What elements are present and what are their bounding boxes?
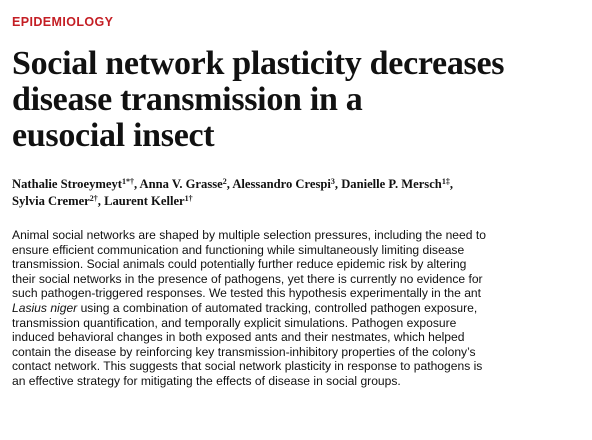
- author: Laurent Keller1†: [104, 194, 193, 208]
- author-name: Laurent Keller: [104, 194, 185, 208]
- abstract-text: Animal social networks are shaped by mul…: [12, 228, 486, 242]
- abstract-text: ensure efficient communication and funct…: [12, 242, 465, 257]
- abstract-text: using a combination of automated trackin…: [77, 300, 478, 315]
- section-label: EPIDEMIOLOGY: [12, 15, 114, 29]
- title-line: disease transmission in a: [12, 81, 363, 118]
- author: Sylvia Cremer2†,: [12, 194, 104, 208]
- author-separator: ,: [334, 177, 342, 191]
- abstract-text: such pathogen-triggered responses. We te…: [12, 286, 482, 301]
- abstract: Animal social networks are shaped by mul…: [12, 228, 580, 389]
- title-line: eusocial insect: [12, 117, 215, 154]
- abstract-line: Lasius niger using a combination of auto…: [12, 301, 580, 316]
- author-name: Danielle P. Mersch: [341, 177, 442, 191]
- abstract-text: transmission quantification, and tempora…: [12, 315, 457, 330]
- title-line: Social network plasticity decreases: [12, 45, 505, 82]
- abstract-line: their social networks in the presence of…: [12, 272, 580, 287]
- abstract-line: induced behavioral changes in both expos…: [12, 330, 580, 345]
- article-title: Social network plasticity decreases dise…: [12, 46, 572, 154]
- abstract-line: contain the disease by reinforcing key t…: [12, 345, 580, 360]
- abstract-text: contain the disease by reinforcing key t…: [12, 344, 476, 359]
- author: Anna V. Grasse2,: [140, 177, 233, 191]
- abstract-line: such pathogen-triggered responses. We te…: [12, 286, 580, 301]
- article-header: EPIDEMIOLOGY Social network plasticity d…: [12, 14, 584, 389]
- author: Nathalie Stroeymeyt1*†,: [12, 177, 140, 191]
- author-affiliation-marks: 3: [330, 177, 335, 186]
- author-affiliation-marks: 2†: [89, 194, 98, 203]
- abstract-line: contact network. This suggests that soci…: [12, 359, 580, 374]
- author-name: Sylvia Cremer: [12, 194, 90, 208]
- abstract-text: transmission. Social animals could poten…: [12, 257, 467, 272]
- author: Danielle P. Mersch1‡,: [341, 177, 453, 191]
- author-separator: ,: [97, 194, 105, 208]
- abstract-line: Animal social networks are shaped by mul…: [12, 228, 580, 243]
- abstract-line: ensure efficient communication and funct…: [12, 243, 580, 258]
- author-separator: ,: [226, 177, 233, 191]
- abstract-line: an effective strategy for mitigating the…: [12, 374, 580, 389]
- author-affiliation-marks: 1*†: [121, 177, 134, 186]
- author: Alessandro Crespi3,: [232, 177, 341, 191]
- abstract-text: induced behavioral changes in both expos…: [12, 330, 465, 345]
- author-name: Alessandro Crespi: [232, 177, 331, 191]
- abstract-line: transmission quantification, and tempora…: [12, 316, 580, 331]
- author-list: Nathalie Stroeymeyt1*†, Anna V. Grasse2,…: [12, 176, 572, 210]
- author-name: Nathalie Stroeymeyt: [12, 177, 122, 191]
- species-name: Lasius niger: [12, 300, 78, 315]
- abstract-text: contact network. This suggests that soci…: [12, 359, 483, 374]
- author-affiliation-marks: 1‡: [441, 177, 450, 186]
- author-affiliation-marks: 1†: [184, 194, 193, 203]
- author-name: Anna V. Grasse: [139, 177, 223, 191]
- abstract-line: transmission. Social animals could poten…: [12, 257, 580, 272]
- abstract-text: their social networks in the presence of…: [12, 271, 483, 286]
- author-separator: ,: [133, 177, 140, 191]
- author-affiliation-marks: 2: [222, 177, 227, 186]
- abstract-text: an effective strategy for mitigating the…: [12, 373, 401, 388]
- author-separator: ,: [449, 177, 453, 191]
